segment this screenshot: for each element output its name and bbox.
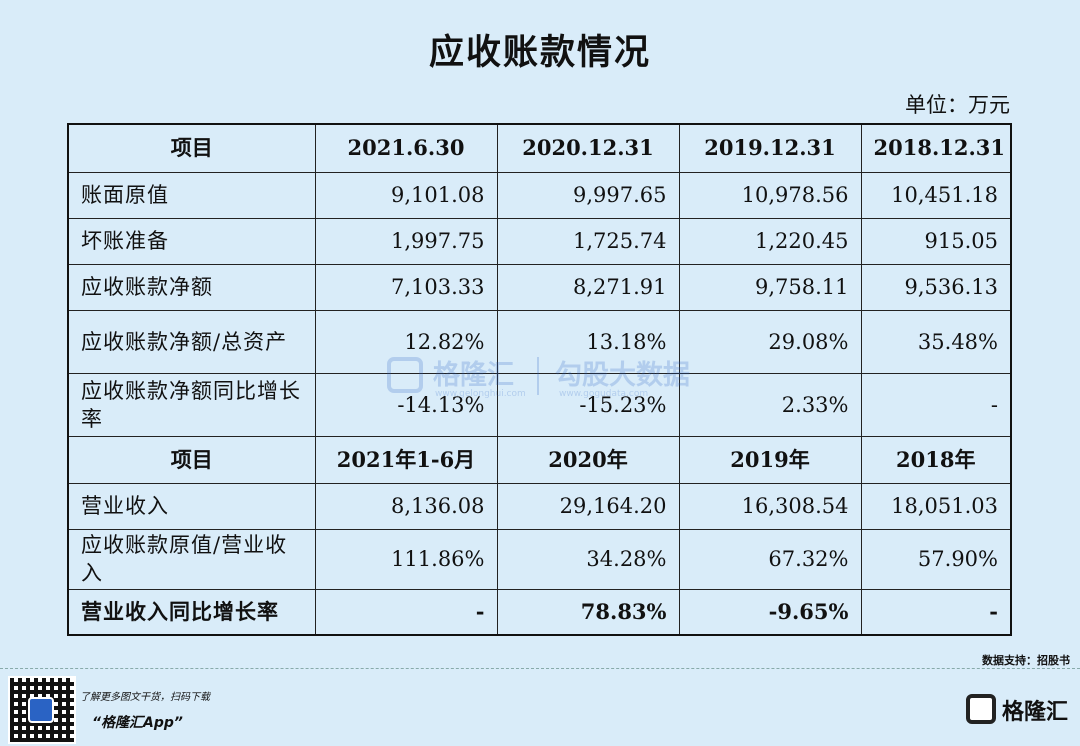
header-cell: 项目 <box>67 123 316 173</box>
table-cell: -9.65% <box>678 588 862 636</box>
table-cell: 10,451.18 <box>860 171 1012 219</box>
table-cell: -15.23% <box>496 372 680 437</box>
table-cell: 915.05 <box>860 217 1012 265</box>
table-cell: 29.08% <box>678 309 862 374</box>
table-cell: 9,758.11 <box>678 263 862 311</box>
table-row: 营业收入同比增长率 - 78.83% -9.65% - <box>67 588 1012 636</box>
table-cell: 34.28% <box>496 528 680 590</box>
receivables-table: 项目 2021.6.30 2020.12.31 2019.12.31 2018.… <box>67 123 1012 636</box>
header-cell: 2021.6.30 <box>314 123 498 173</box>
row-label: 账面原值 <box>67 171 316 219</box>
table-cell: 1,220.45 <box>678 217 862 265</box>
header-cell: 项目 <box>67 435 316 484</box>
table-row: 应收账款净额同比增长率 -14.13% -15.23% 2.33% - <box>67 372 1012 437</box>
header-cell: 2020年 <box>496 435 680 484</box>
brand-logo: 格隆汇 <box>966 690 1074 734</box>
table-cell: -14.13% <box>314 372 498 437</box>
table-row: 账面原值 9,101.08 9,997.65 10,978.56 10,451.… <box>67 171 1012 219</box>
table-header-row: 项目 2021年1-6月 2020年 2019年 2018年 <box>67 435 1012 484</box>
table-cell: 1,725.74 <box>496 217 680 265</box>
table-cell: 8,271.91 <box>496 263 680 311</box>
table-cell: 111.86% <box>314 528 498 590</box>
table-row: 营业收入 8,136.08 29,164.20 16,308.54 18,051… <box>67 482 1012 530</box>
header-cell: 2019年 <box>678 435 862 484</box>
table-cell: 9,536.13 <box>860 263 1012 311</box>
row-label: 应收账款净额同比增长率 <box>67 372 316 437</box>
row-label: 应收账款净额 <box>67 263 316 311</box>
header-cell: 2021年1-6月 <box>314 435 498 484</box>
table-row: 应收账款原值/营业收入 111.86% 34.28% 67.32% 57.90% <box>67 528 1012 590</box>
table-cell: 16,308.54 <box>678 482 862 530</box>
table-cell: 2.33% <box>678 372 862 437</box>
table-cell: 10,978.56 <box>678 171 862 219</box>
table-cell: 35.48% <box>860 309 1012 374</box>
header-cell: 2020.12.31 <box>496 123 680 173</box>
row-label: 营业收入 <box>67 482 316 530</box>
table-row: 应收账款净额/总资产 12.82% 13.18% 29.08% 35.48% <box>67 309 1012 374</box>
header-cell: 2018年 <box>860 435 1012 484</box>
table-cell: 57.90% <box>860 528 1012 590</box>
table-cell: - <box>314 588 498 636</box>
table-cell: 78.83% <box>496 588 680 636</box>
table-header-row: 项目 2021.6.30 2020.12.31 2019.12.31 2018.… <box>67 123 1012 173</box>
table-row: 应收账款净额 7,103.33 8,271.91 9,758.11 9,536.… <box>67 263 1012 311</box>
data-source: 数据支持：招股书 <box>982 654 1070 667</box>
table-row: 坏账准备 1,997.75 1,725.74 1,220.45 915.05 <box>67 217 1012 265</box>
table-cell: 7,103.33 <box>314 263 498 311</box>
header-cell: 2019.12.31 <box>678 123 862 173</box>
table-cell: 67.32% <box>678 528 862 590</box>
table-cell: 1,997.75 <box>314 217 498 265</box>
promo-text: 了解更多图文干货，扫码下载 <box>80 692 210 703</box>
page-title: 应收账款情况 <box>428 33 651 73</box>
table-cell: 18,051.03 <box>860 482 1012 530</box>
unit-label: 单位：万元 <box>905 93 1010 117</box>
footer-divider <box>0 668 1080 669</box>
app-name: “格隆汇App” <box>92 715 183 731</box>
table-cell: - <box>860 372 1012 437</box>
table-cell: 29,164.20 <box>496 482 680 530</box>
gelonghui-logo-icon <box>966 694 996 724</box>
table-cell: 13.18% <box>496 309 680 374</box>
table-cell: 9,101.08 <box>314 171 498 219</box>
brand-name: 格隆汇 <box>1002 700 1069 725</box>
row-label: 应收账款原值/营业收入 <box>67 528 316 590</box>
header-cell: 2018.12.31 <box>860 123 1012 173</box>
qr-logo-icon <box>28 697 54 723</box>
table-cell: 12.82% <box>314 309 498 374</box>
table-cell: 9,997.65 <box>496 171 680 219</box>
row-label: 应收账款净额/总资产 <box>67 309 316 374</box>
row-label: 坏账准备 <box>67 217 316 265</box>
row-label: 营业收入同比增长率 <box>67 588 316 636</box>
table-cell: - <box>860 588 1012 636</box>
table-cell: 8,136.08 <box>314 482 498 530</box>
